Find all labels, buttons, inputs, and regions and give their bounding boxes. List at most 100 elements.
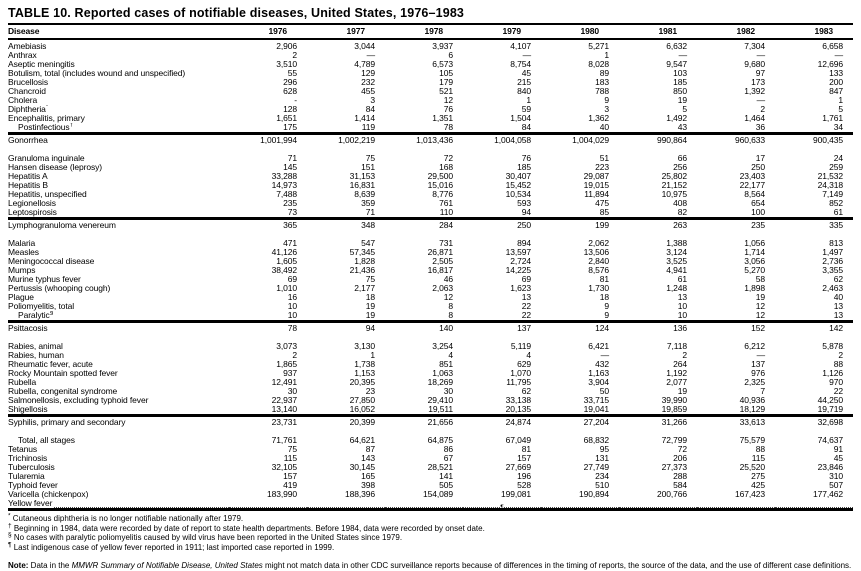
disease-name: Rabies, animal — [8, 342, 63, 351]
value-cell: 165 — [361, 471, 375, 481]
value-cell: 8 — [448, 301, 453, 311]
value-cell: 141 — [439, 471, 453, 481]
value-cell: 12 — [755, 301, 765, 311]
value-cell: 2 — [292, 50, 297, 60]
value-cell: 1,623 — [510, 283, 531, 293]
disease-name: Typhoid fever — [8, 481, 58, 490]
value-cell: 57,345 — [349, 247, 376, 257]
value-cell: 78 — [229, 320, 307, 333]
value-cell: 29,087 — [583, 171, 610, 181]
value-cell: 20,395 — [349, 377, 376, 387]
value-cell: 3,124 — [666, 247, 687, 257]
value-cell: 94 — [307, 320, 385, 333]
table-row: Meningococcal disease 1,605 1,828 2,505 2,72… — [8, 257, 853, 266]
value-cell: 1,761 — [822, 113, 843, 123]
value-cell: 1,163 — [588, 368, 609, 378]
value-cell: 97 — [755, 68, 765, 78]
table-row: Tularemia 157 165 141 196 234 288 275 310 — [8, 472, 853, 481]
footnote-marker: * — [45, 105, 49, 111]
value-cell: ¶ — [463, 499, 541, 511]
value-cell: 23,731 — [229, 414, 307, 427]
table-row: Psittacosis 78 94 140 137 124 136 152 142 — [8, 320, 853, 333]
table-row: Brucellosis 296 232 179 215 183 185 173 200 — [8, 78, 853, 87]
value-cell: 1,001,994 — [229, 132, 307, 145]
value-cell: 72 — [443, 153, 453, 163]
value-cell: 2,077 — [666, 377, 687, 387]
value-cell: 1,414 — [354, 113, 375, 123]
value-cell — [775, 499, 853, 511]
table-row: Rubella, congenital syndrome 30 23 30 62 50 19… — [8, 387, 853, 396]
value-cell: 9 — [604, 301, 609, 311]
value-cell: 136 — [619, 320, 697, 333]
value-cell: 22,937 — [271, 395, 298, 405]
value-cell: 259 — [829, 162, 843, 172]
value-cell: 1 — [838, 95, 843, 105]
value-cell: 900,435 — [775, 132, 853, 145]
dotted-leader — [775, 500, 853, 508]
value-cell: 62 — [521, 386, 531, 396]
value-cell: 3,355 — [822, 265, 843, 275]
disease-name: Shigellosis — [8, 405, 48, 414]
value-cell: 177,462 — [812, 489, 843, 499]
value-cell: 852 — [829, 198, 843, 208]
value-cell: 16,052 — [349, 404, 376, 414]
value-cell: 200 — [829, 77, 843, 87]
table-row: Aseptic meningitis 3,510 4,789 6,573 8,754 8,… — [8, 60, 853, 69]
disease-name: Rubella — [8, 378, 37, 387]
value-cell: 94 — [521, 207, 531, 217]
value-cell: 167,423 — [734, 489, 765, 499]
value-cell: 3 — [604, 104, 609, 114]
value-cell: 32,105 — [271, 462, 298, 472]
table-row: Mumps 38,492 21,436 16,817 14,225 8,576 4,941 5… — [8, 266, 853, 275]
value-cell: 1,828 — [354, 256, 375, 266]
disease-name: Hansen disease (leprosy) — [8, 163, 102, 172]
dotted-leader — [385, 500, 463, 508]
value-cell: 19,511 — [428, 404, 453, 414]
value-cell: 13 — [833, 301, 843, 311]
dotted-leader — [541, 500, 619, 508]
value-cell: 145 — [283, 162, 297, 172]
value-cell: 103 — [673, 68, 687, 78]
value-cell: 7,488 — [276, 189, 297, 199]
value-cell: — — [756, 350, 766, 360]
value-cell: 2,736 — [822, 256, 843, 266]
value-cell: 505 — [439, 480, 453, 490]
value-cell: 30,407 — [505, 171, 532, 181]
value-cell: 8 — [448, 310, 453, 320]
disease-name: Diphtheria* — [8, 105, 49, 114]
table-row: Tetanus 75 87 86 81 95 72 88 91 — [8, 445, 853, 454]
table-row: Rocky Mountain spotted fever 937 1,153 1,06… — [8, 369, 853, 378]
value-cell: 2,062 — [588, 238, 609, 248]
value-cell: 29,500 — [427, 171, 454, 181]
value-cell: 5,878 — [822, 341, 843, 351]
value-cell: 8,576 — [588, 265, 609, 275]
value-cell: 72 — [677, 444, 687, 454]
table-row: Amebiasis 2,906 3,044 3,937 4,107 5,271 6,632 7… — [8, 39, 853, 51]
table-title: TABLE 10. Reported cases of notifiable d… — [8, 4, 853, 25]
value-cell: 12 — [443, 95, 453, 105]
disease-name: Brucellosis — [8, 78, 48, 87]
value-cell: 151 — [361, 162, 375, 172]
column-header-year: 1978 — [385, 25, 463, 40]
value-cell: 19,041 — [583, 404, 610, 414]
value-cell: 36 — [755, 122, 765, 132]
value-cell — [619, 499, 697, 511]
spacer-row — [8, 145, 853, 154]
value-cell: 1,153 — [354, 368, 375, 378]
value-cell: 3,904 — [588, 377, 609, 387]
disease-name: Hepatitis A — [8, 172, 48, 181]
value-cell: 27,749 — [583, 462, 610, 472]
value-cell: 1,738 — [354, 359, 375, 369]
value-cell: 67,049 — [505, 435, 532, 445]
value-cell: 168 — [439, 162, 453, 172]
table-row: Typhoid fever 419 398 505 528 510 584 425 507 — [8, 481, 853, 490]
value-cell: 3,044 — [354, 41, 375, 51]
footnote: * Cutaneous diphtheria is no longer noti… — [8, 512, 244, 523]
value-cell: 71 — [287, 153, 297, 163]
value-cell: 510 — [595, 480, 609, 490]
value-cell: 68,832 — [583, 435, 610, 445]
value-cell: 11,894 — [584, 189, 609, 199]
value-cell: 18 — [365, 292, 375, 302]
value-cell: 86 — [443, 444, 453, 454]
value-cell: 115 — [283, 453, 297, 463]
